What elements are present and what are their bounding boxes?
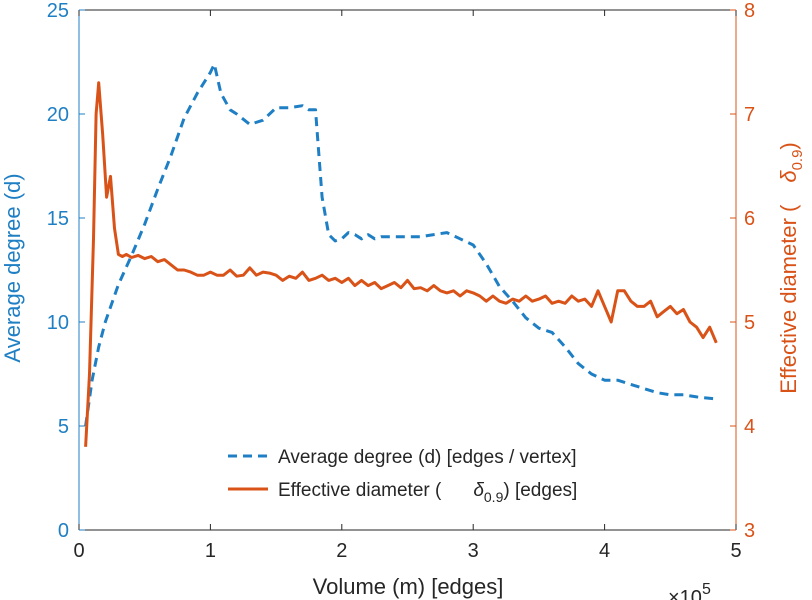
- left-tick-label: 15: [47, 208, 69, 230]
- right-tick-label: 3: [744, 520, 755, 542]
- left-tick-label: 5: [58, 416, 69, 438]
- legend-label-average-degree: Average degree (d) [edges / vertex]: [278, 447, 577, 468]
- right-tick-label: 8: [744, 0, 755, 22]
- legend-label-effective-diameter: Effective diameter (δ0.9) [edges]: [278, 480, 577, 505]
- series-line-effective-diameter: [84, 81, 718, 447]
- x-tick-label: 4: [599, 540, 610, 562]
- x-tick-label: 3: [468, 540, 479, 562]
- right-tick-label: 6: [744, 208, 755, 230]
- left-tick-label: 25: [47, 0, 69, 22]
- series-line-average-degree: [84, 62, 717, 427]
- left-tick-label: 20: [47, 104, 69, 126]
- series-lines: [84, 62, 718, 447]
- right-tick-label: 4: [744, 416, 755, 438]
- tick-labels: 0 1 2 3 4 5 0 5 10 15 20 25 3 4 5 6 7 8: [47, 0, 755, 562]
- x-tick-label: 0: [73, 540, 84, 562]
- x-axis-multiplier: ×105: [668, 581, 711, 600]
- x-tick-label: 5: [730, 540, 741, 562]
- x-tick-label: 1: [205, 540, 216, 562]
- axes: [78, 9, 737, 531]
- left-axis-label: Average degree (d): [0, 173, 25, 362]
- legend: Average degree (d) [edges / vertex] Effe…: [228, 447, 577, 505]
- left-tick-label: 10: [47, 312, 69, 334]
- left-tick-label: 0: [58, 520, 69, 542]
- right-tick-label: 5: [744, 312, 755, 334]
- right-axis-label: Effective diameter (δ0.9): [776, 142, 806, 394]
- right-tick-label: 7: [744, 104, 755, 126]
- x-tick-label: 2: [336, 540, 347, 562]
- x-axis-label: Volume (m) [edges]: [313, 574, 504, 599]
